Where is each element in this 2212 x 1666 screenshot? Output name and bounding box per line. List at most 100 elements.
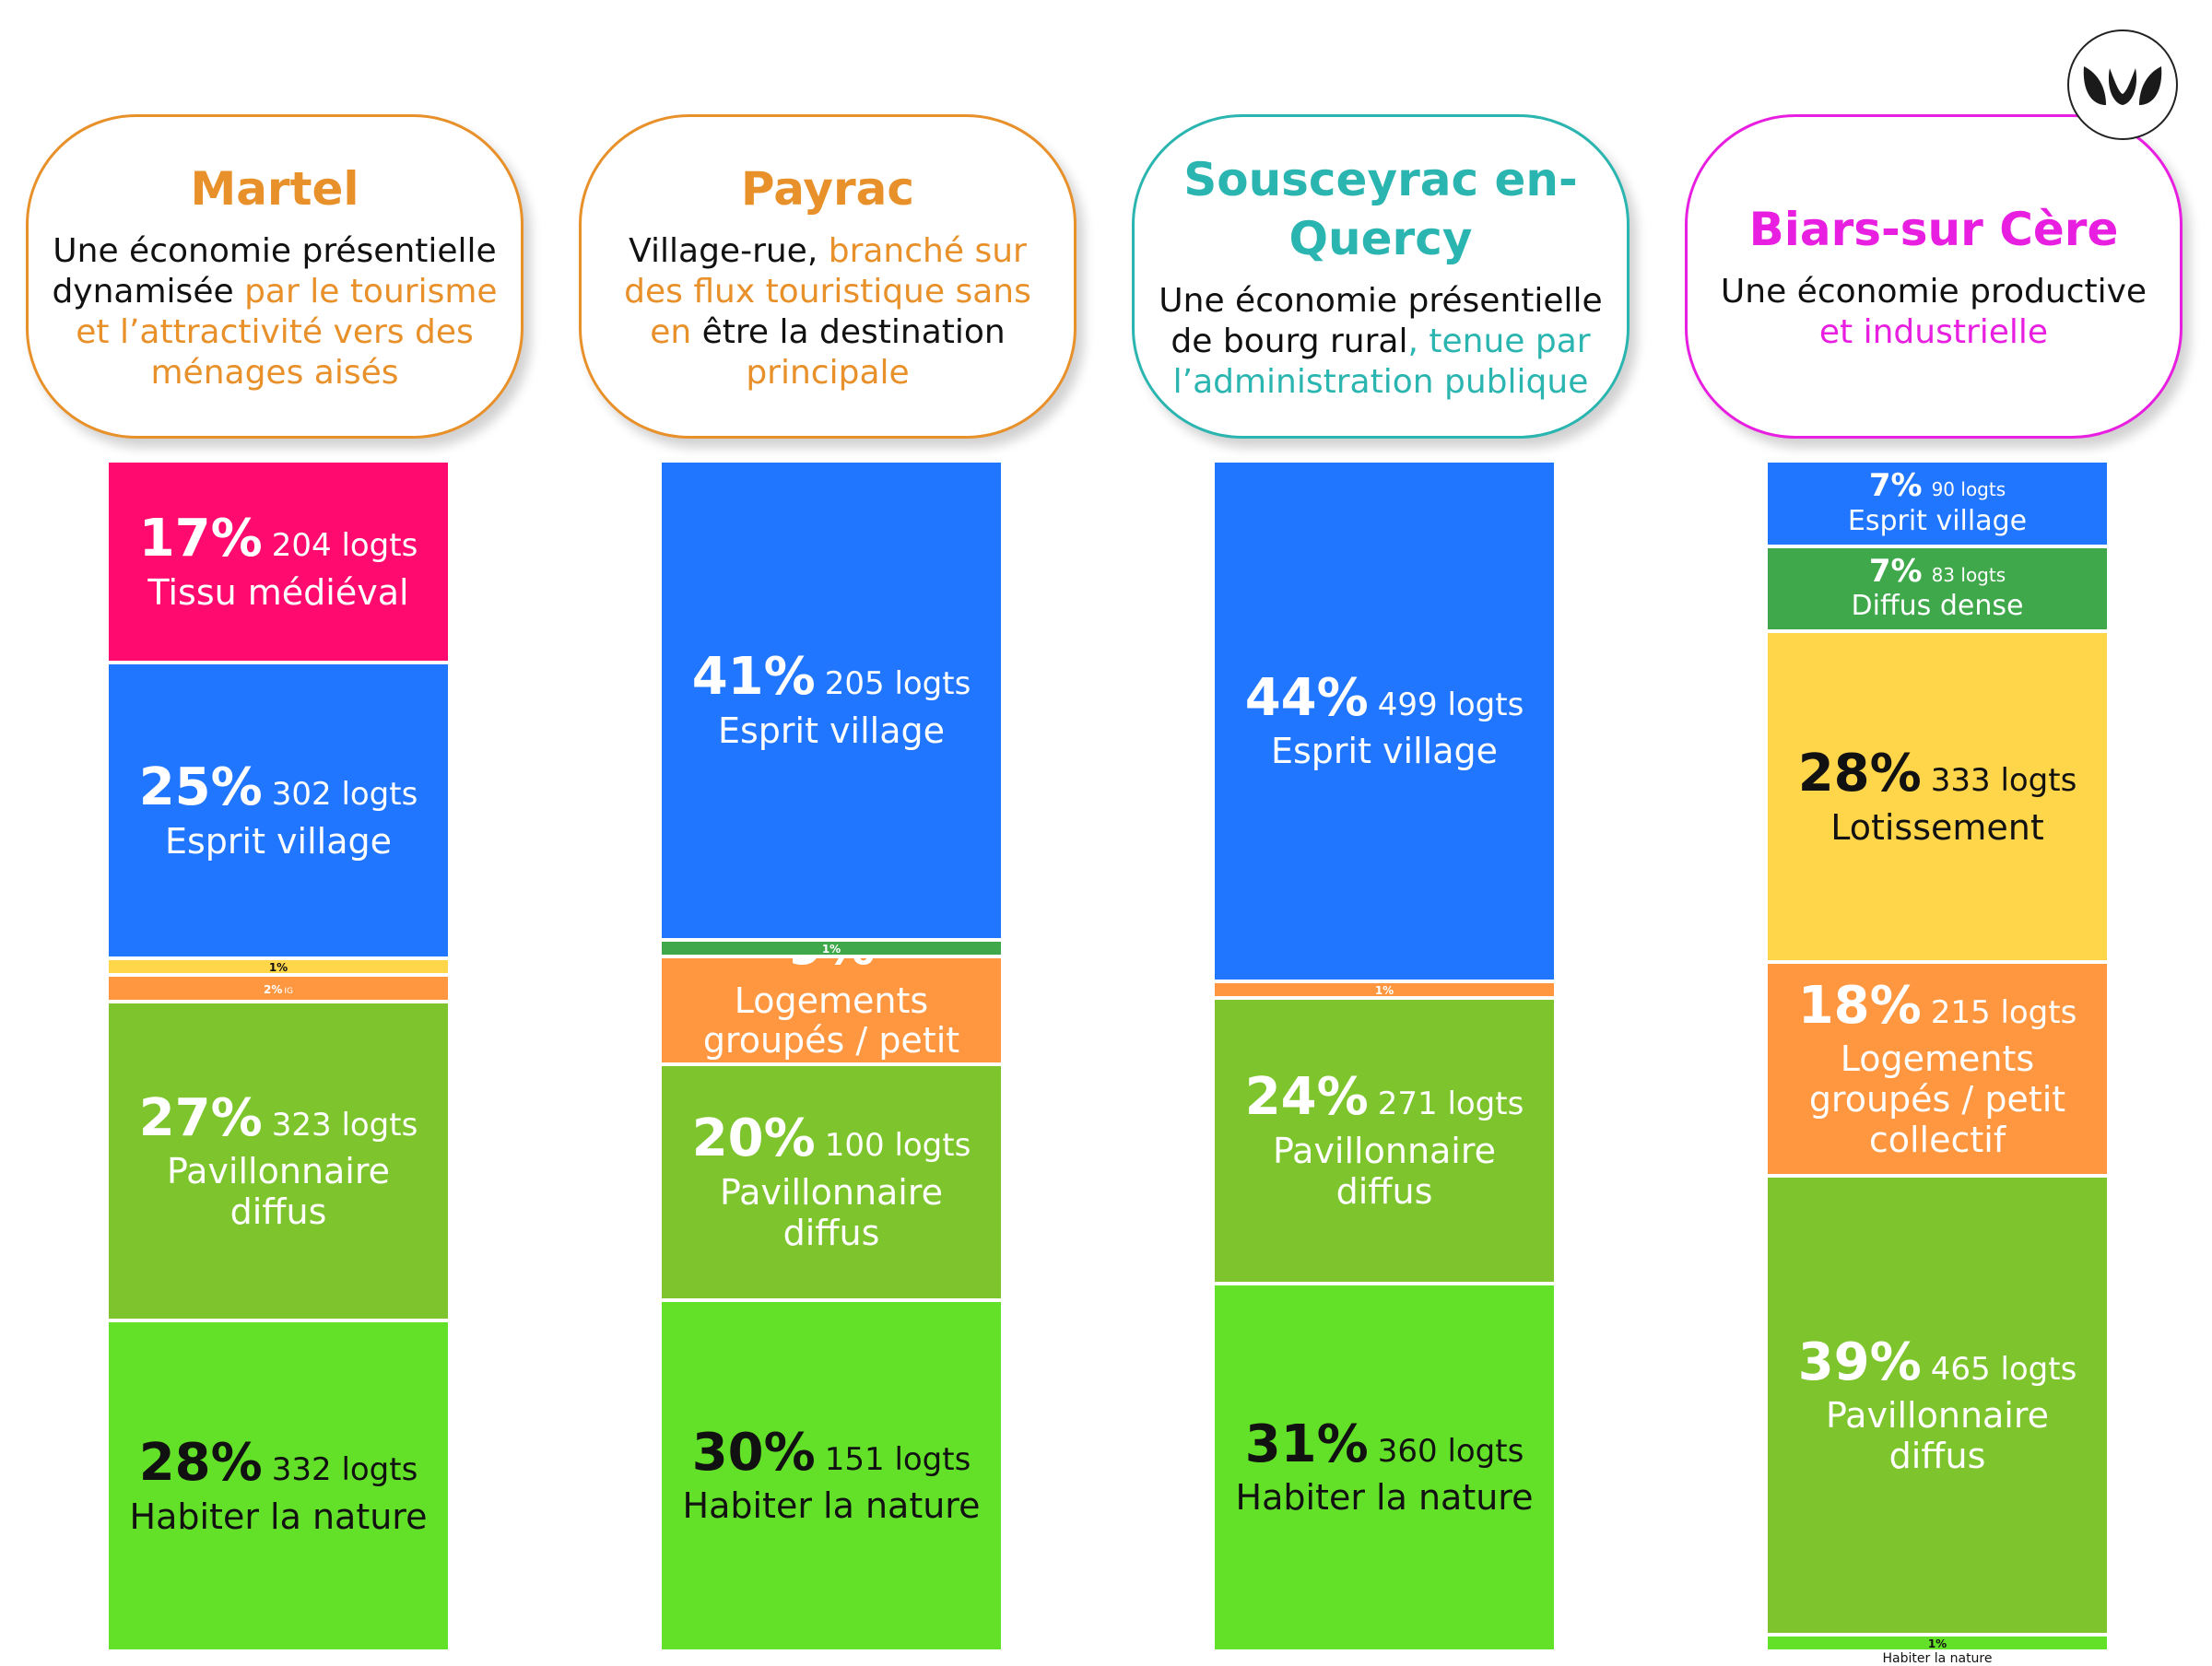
segment-count: 205 logts [824,665,971,703]
bar-segment: 27% 323 logts Pavillonnaire diffus [109,1003,448,1320]
description-part: être la destination [701,313,1006,351]
stacked-bar: 17% 204 logts Tissu médiéval 25% 302 logts Es… [109,463,448,1649]
description-part: par le tourisme et l’attractivité vers d… [76,273,498,392]
segment-label: Esprit village [717,710,946,751]
segment-label: Esprit village [164,820,393,862]
segment-header: 28% 333 logts [1798,745,2077,803]
column-1: Martel Une économie présentielle dynamisé… [26,0,579,1659]
segment-header: 9% [787,958,875,976]
bar-segment: 1% [662,941,1001,955]
segment-count: 333 logts [1930,762,2077,800]
description-part: Village-rue, [629,232,829,270]
segment-count: 151 logts [824,1440,971,1478]
segment-percent: 20% [691,1109,816,1169]
segment-percent: 18% [1797,975,1922,1036]
segment-header: 39% 465 logts [1797,1332,2077,1392]
segment-percent: 39% [1797,1332,1922,1392]
segment-percent: 44% [1244,667,1369,728]
segment-percent: 7% [1868,553,1923,591]
description-part: Une économie productive [1720,273,2147,311]
description-part: branché sur des flux touristique sans en [624,232,1031,351]
bar-segment: 9% Logements groupés / petit collectif [662,957,1001,1062]
segment-percent: 1% [1927,1637,1947,1649]
bar-segment: 18% 215 logts Logements groupés / petit co… [1768,964,2107,1174]
segment-label: Pavillonnaire diffus [166,1151,391,1233]
bar-segment: 44% 499 logts Esprit village [1215,463,1554,980]
bar-segment: 41% 205 logts Esprit village [662,463,1001,938]
segment-count: 271 logts [1377,1085,1524,1123]
leaves-logo-icon [2083,66,2162,105]
description-part: Une économie présentielle dynamisée [52,232,497,311]
segment-percent: 27% [138,1087,263,1148]
segment-header: 1% [1375,983,1394,995]
column-3: Sousceyrac en-Quercy Une économie présent… [1132,0,1685,1659]
bar-segment: 30% 151 logts Habiter la nature [662,1301,1001,1649]
segment-percent: 24% [1244,1067,1369,1128]
segment-count: 215 logts [1930,993,2077,1031]
segment-percent: 17% [138,509,263,569]
segment-percent: 1% [268,961,288,973]
description-part: principale [746,354,910,392]
bar-segment: 28% 332 logts Habiter la nature [109,1322,448,1649]
commune-description: Une économie présentielle de bourg rural… [1157,281,1605,403]
segment-percent: 9% [787,958,875,977]
segment-label: Diffus dense [1851,590,2024,623]
segment-header: 1% [269,960,288,973]
bar-segment: 24% 271 logts Pavillonnaire diffus [1215,999,1554,1282]
segment-label: IG [284,986,293,996]
segment-count: 302 logts [271,776,418,814]
segment-count: 323 logts [271,1106,418,1144]
segment-header: 31% 360 logts [1245,1415,1524,1473]
commune-title: Sousceyrac en-Quercy [1183,153,1578,265]
segment-count: 204 logts [271,527,418,565]
segment-header: 17% 204 logts [139,510,418,568]
segment-header: 27% 323 logts [139,1090,418,1147]
segment-percent: 41% [691,647,816,708]
segment-header: 1% [1928,1637,1947,1649]
stacked-bar: 7% 90 logts Esprit village 7% 83 logts Diffus… [1768,463,2107,1649]
segment-count: 332 logts [271,1451,418,1489]
segment-header: 7% 83 logts [1868,553,2006,591]
bar-segment: 39% 465 logts Pavillonnaire diffus [1768,1178,2107,1633]
commune-title: Biars-sur Cère [1748,203,2119,256]
segment-label: Habiter la nature [129,1496,428,1537]
bar-segment: 25% 302 logts Esprit village [109,664,448,956]
description-part: et industrielle [1818,313,2049,351]
commune-card: Martel Une économie présentielle dynamisé… [26,114,524,439]
bar-segment: 31% 360 logts Habiter la nature [1215,1285,1554,1649]
bar-segment: 17% 204 logts Tissu médiéval [109,463,448,662]
segment-label: Logements groupés / petit collectif [1808,1038,2066,1160]
commune-description: Village-rue, branché sur des flux touris… [604,231,1052,393]
segment-count: 465 logts [1930,1350,2077,1388]
column-4: Biars-sur Cère Une économie productive et… [1685,0,2212,1666]
segment-header: 7% 90 logts [1869,469,2006,503]
commune-card: Biars-sur Cère Une économie productive et… [1685,114,2183,439]
segment-percent: 30% [691,1422,816,1483]
segment-label: Esprit village [1847,504,2028,537]
segment-label: Pavillonnaire diffus [719,1171,944,1253]
segment-label: Pavillonnaire diffus [1272,1130,1497,1212]
segment-count: 90 logts [1931,478,2006,501]
segment-header: 1% [822,942,841,954]
bar-segment: 2% IG [109,977,448,1001]
segment-header: 24% 271 logts [1245,1069,1524,1126]
segment-label: Habiter la nature [1882,1651,1993,1666]
segment-label: Lotissement [1830,806,2044,848]
segment-count: 83 logts [1931,564,2006,587]
bar-segment: 7% 83 logts Diffus dense [1768,547,2107,630]
segment-percent: 28% [1797,744,1922,804]
bar-segment: 1% [109,960,448,973]
segment-header: 20% 100 logts [692,1110,971,1167]
description-part: , tenue par l’administration publique [1172,323,1591,401]
stacked-bar: 44% 499 logts Esprit village 1% 24% 271 logts… [1215,463,1554,1649]
description-part: Une économie présentielle de bourg rural [1159,282,1603,360]
segment-percent: 28% [138,1433,263,1494]
segment-label: Esprit village [1270,731,1499,772]
segment-header: 41% 205 logts [692,649,971,706]
segment-header: 30% 151 logts [691,1422,971,1483]
segment-percent: 7% [1868,467,1923,505]
column-2: Payrac Village-rue, branché sur des flux … [579,0,1132,1659]
segment-count: 100 logts [824,1127,971,1165]
segment-label: Habiter la nature [682,1485,981,1527]
